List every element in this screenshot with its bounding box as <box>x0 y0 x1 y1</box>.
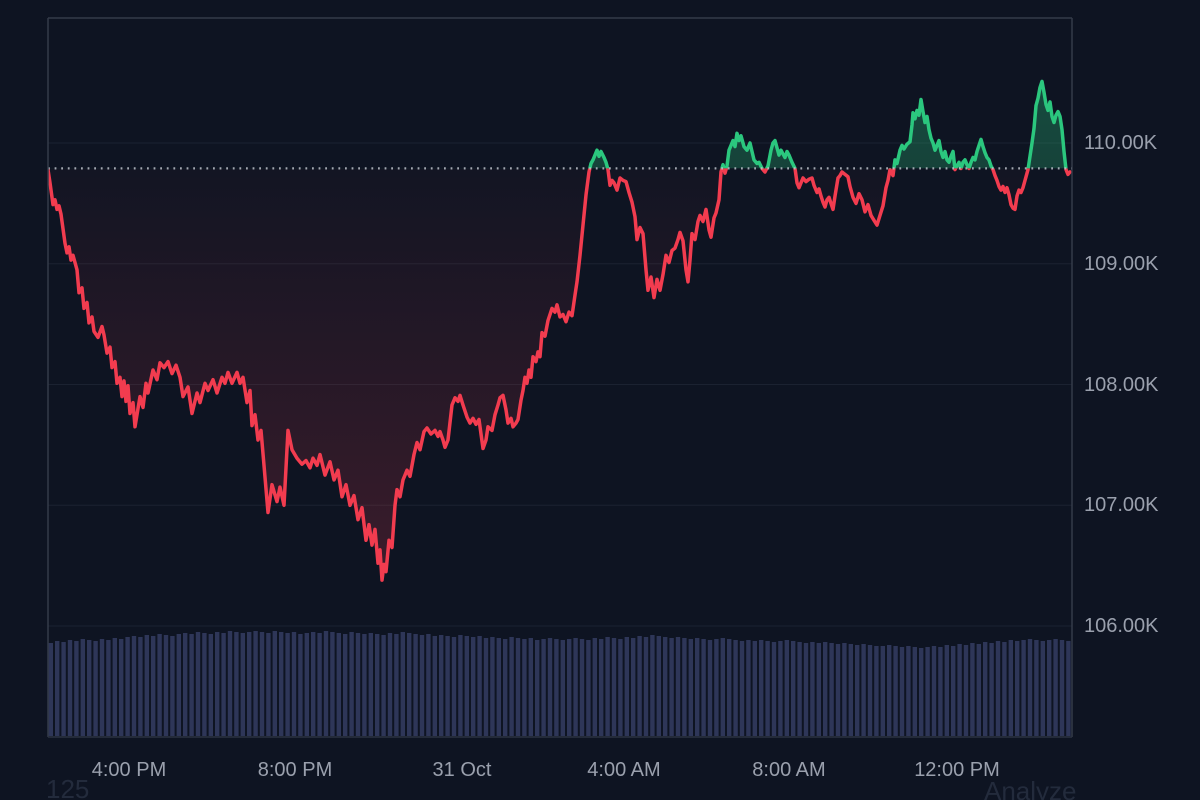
y-axis-label: 110.00K <box>1084 132 1158 154</box>
y-axis-label: 106.00K <box>1084 615 1159 637</box>
y-axis-label: 109.00K <box>1084 252 1159 275</box>
y-axis-label: 108.00K <box>1084 373 1159 396</box>
x-axis-label: 31 Oct <box>432 759 492 781</box>
price-series-above-baseline <box>48 79 1068 169</box>
x-axis-label: 8:00 PM <box>257 759 333 781</box>
x-axis-label: 8:00 AM <box>752 759 826 781</box>
price-series-below-baseline <box>48 168 1072 582</box>
x-axis-label: 4:00 PM <box>91 759 167 781</box>
clipped-number-text: 125 <box>46 774 90 800</box>
y-axis-label: 107.00K <box>1084 494 1159 517</box>
panel-borders <box>47 17 1073 738</box>
analyze-button[interactable]: Analyze <box>984 776 1077 800</box>
volume-histogram <box>48 631 1071 736</box>
x-axis-label: 12:00 PM <box>914 759 1000 781</box>
x-axis-label: 4:00 AM <box>587 759 661 781</box>
